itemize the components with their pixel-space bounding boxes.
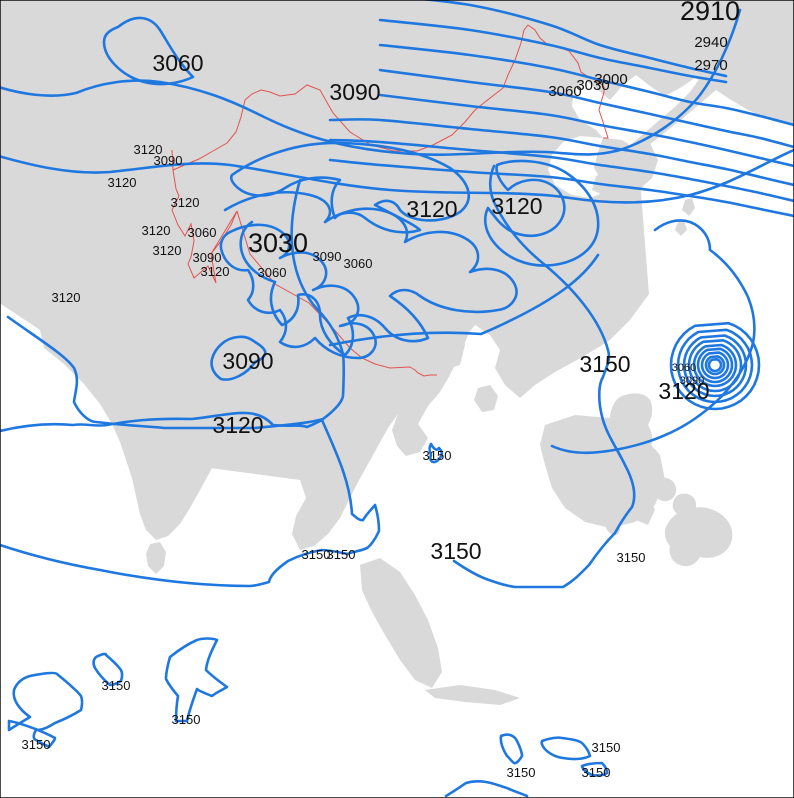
svg-text:3030: 3030 — [248, 228, 308, 258]
svg-text:3120: 3120 — [52, 290, 81, 305]
svg-text:3060: 3060 — [188, 225, 217, 240]
svg-text:3120: 3120 — [658, 378, 709, 404]
svg-text:3120: 3120 — [142, 223, 171, 238]
svg-text:3090: 3090 — [193, 250, 222, 265]
svg-text:3120: 3120 — [406, 196, 457, 222]
svg-text:3120: 3120 — [491, 193, 542, 219]
svg-text:3150: 3150 — [430, 538, 481, 564]
svg-text:3120: 3120 — [171, 195, 200, 210]
svg-text:3150: 3150 — [423, 448, 452, 463]
svg-text:3150: 3150 — [582, 765, 611, 780]
svg-text:3150: 3150 — [102, 678, 131, 693]
svg-text:3150: 3150 — [617, 550, 646, 565]
svg-text:2910: 2910 — [680, 0, 740, 26]
svg-text:3150: 3150 — [507, 765, 536, 780]
svg-text:3120: 3120 — [153, 243, 182, 258]
svg-text:3120: 3120 — [212, 412, 263, 438]
svg-text:3150: 3150 — [172, 712, 201, 727]
svg-text:3150: 3150 — [592, 740, 621, 755]
svg-text:3150: 3150 — [327, 547, 356, 562]
svg-text:3150: 3150 — [579, 351, 630, 377]
svg-text:3090: 3090 — [154, 153, 183, 168]
svg-text:3060: 3060 — [672, 362, 696, 374]
svg-text:2970: 2970 — [694, 57, 727, 74]
svg-text:3060: 3060 — [344, 256, 373, 271]
svg-text:2940: 2940 — [694, 34, 727, 51]
svg-text:3060: 3060 — [258, 265, 287, 280]
svg-text:3150: 3150 — [22, 737, 51, 752]
svg-text:3120: 3120 — [108, 175, 137, 190]
svg-text:3000: 3000 — [594, 71, 627, 88]
svg-text:3120: 3120 — [201, 264, 230, 279]
svg-text:3090: 3090 — [313, 249, 342, 264]
svg-text:3090: 3090 — [222, 348, 273, 374]
svg-text:3090: 3090 — [329, 79, 380, 105]
svg-text:3060: 3060 — [152, 50, 203, 76]
